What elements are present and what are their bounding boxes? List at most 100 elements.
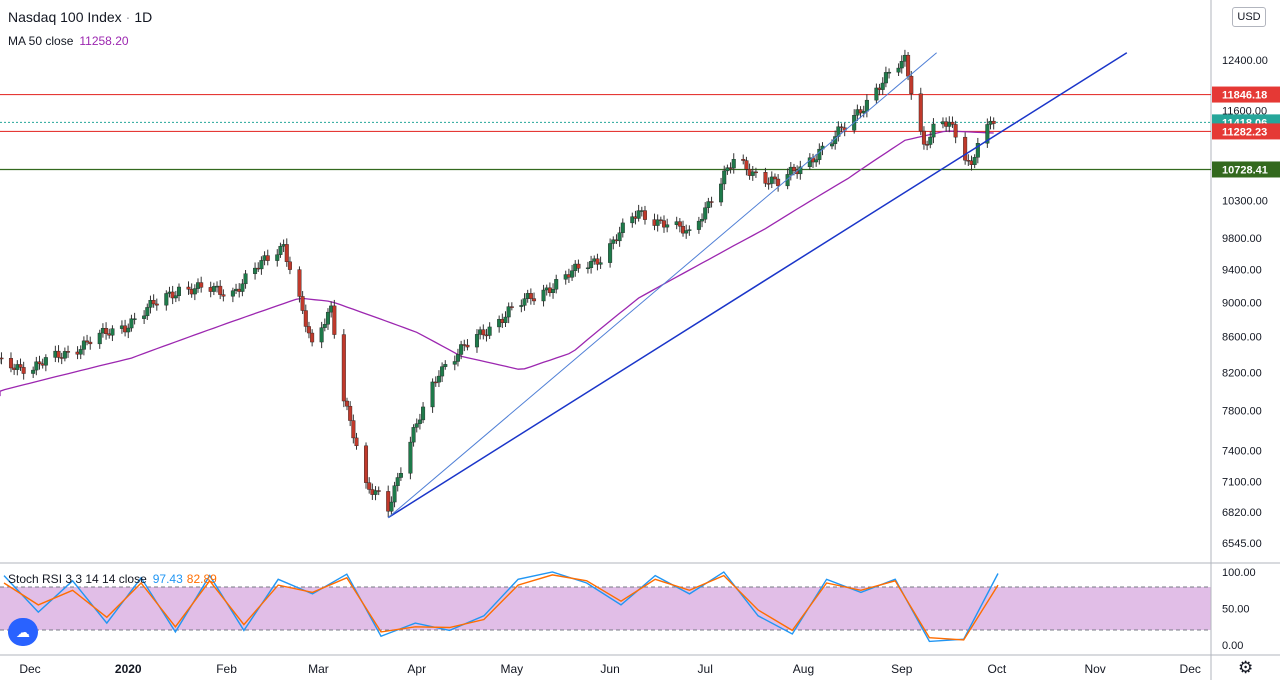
candle — [506, 302, 511, 324]
candle — [440, 362, 445, 383]
candle — [104, 322, 109, 340]
candle — [677, 218, 682, 233]
candle — [658, 216, 663, 224]
candle — [66, 345, 71, 358]
candle — [554, 274, 559, 294]
interval-label[interactable]: 1D — [134, 9, 153, 25]
candle — [576, 259, 581, 273]
candle — [744, 156, 749, 176]
time-tick-label: May — [501, 662, 524, 676]
ma-value: 11258.20 — [79, 34, 129, 48]
candle — [541, 284, 546, 307]
candle — [18, 358, 23, 371]
price-tick-label: 6820.00 — [1222, 507, 1262, 519]
price-tick-label: 8600.00 — [1222, 332, 1262, 344]
candle — [395, 472, 400, 492]
candle — [769, 171, 774, 189]
price-tick-label: 7400.00 — [1222, 445, 1262, 457]
candle — [126, 323, 131, 339]
time-tick-label: Apr — [407, 662, 426, 676]
tradingview-logo-icon[interactable]: ☁ — [8, 618, 38, 646]
symbol-title[interactable]: Nasdaq 100 Index — [8, 9, 122, 25]
candle — [287, 256, 292, 275]
stoch-label: Stoch RSI 3 3 14 14 close — [8, 572, 147, 586]
candle — [696, 216, 701, 234]
candle — [145, 303, 150, 321]
candle — [839, 123, 844, 133]
candle — [880, 77, 885, 95]
candle — [278, 242, 283, 258]
candle — [817, 143, 822, 165]
candle — [211, 282, 216, 296]
currency-button[interactable]: USD — [1232, 7, 1266, 27]
candle — [706, 197, 711, 214]
candle — [240, 279, 245, 297]
time-tick-label: Aug — [793, 662, 814, 676]
candle — [417, 413, 422, 430]
time-tick-label: 2020 — [115, 662, 142, 676]
trendline-1[interactable] — [387, 52, 937, 518]
candle — [376, 486, 381, 496]
price-tick-label: 9000.00 — [1222, 297, 1262, 309]
stoch-tick-label: 50.00 — [1222, 604, 1250, 616]
candle — [297, 266, 302, 303]
candle — [364, 442, 369, 489]
candle — [88, 336, 93, 350]
svg-text:11282.23: 11282.23 — [1222, 126, 1267, 138]
candle — [97, 329, 102, 349]
candle — [655, 214, 660, 232]
candle — [37, 355, 42, 370]
time-tick-label: Jul — [698, 662, 713, 676]
candle — [151, 294, 156, 308]
candle — [132, 312, 137, 325]
candle — [909, 70, 914, 100]
candle — [899, 55, 904, 74]
candle — [620, 218, 625, 238]
trendline-0[interactable] — [387, 52, 1128, 519]
candle — [21, 361, 26, 380]
candle — [750, 166, 755, 181]
candle — [630, 212, 635, 228]
candle — [595, 253, 600, 271]
candle — [303, 304, 308, 333]
candle — [953, 120, 958, 144]
candle — [722, 165, 727, 191]
ma-legend[interactable]: MA 50 close 11258.20 — [8, 34, 129, 48]
price-tick-label: 7100.00 — [1222, 477, 1262, 489]
candle — [459, 340, 464, 360]
candle — [56, 345, 61, 363]
stoch-legend[interactable]: Stoch RSI 3 3 14 14 close 97.43 82.89 — [8, 572, 217, 586]
candle — [265, 249, 270, 266]
price-tick-label: 10300.00 — [1222, 195, 1268, 207]
candle — [253, 262, 258, 280]
candle — [465, 339, 470, 351]
stoch-tick-label: 100.00 — [1222, 567, 1256, 579]
candle — [703, 202, 708, 224]
candle — [0, 352, 4, 365]
candle — [275, 249, 280, 267]
candle — [684, 224, 689, 239]
candle — [341, 329, 346, 408]
candle — [306, 321, 311, 339]
candle — [896, 63, 901, 77]
candle — [608, 238, 613, 268]
candle — [43, 354, 48, 372]
ma50-line[interactable] — [0, 130, 994, 397]
candle — [414, 418, 419, 433]
svg-text:10728.41: 10728.41 — [1222, 164, 1268, 176]
candle — [129, 314, 134, 332]
candle — [585, 261, 590, 274]
stoch-band — [0, 587, 1211, 630]
candle — [348, 401, 353, 427]
ma-label: MA 50 close — [8, 34, 74, 48]
stoch-k-value: 97.43 — [152, 572, 183, 586]
time-tick-label: Dec — [19, 662, 40, 676]
gear-icon[interactable]: ⚙ — [1238, 658, 1254, 677]
candle — [598, 256, 603, 269]
candle — [522, 293, 527, 311]
time-tick-label: Jun — [600, 662, 619, 676]
time-tick-label: Oct — [988, 662, 1007, 676]
candle — [31, 366, 36, 378]
candle — [725, 164, 730, 175]
